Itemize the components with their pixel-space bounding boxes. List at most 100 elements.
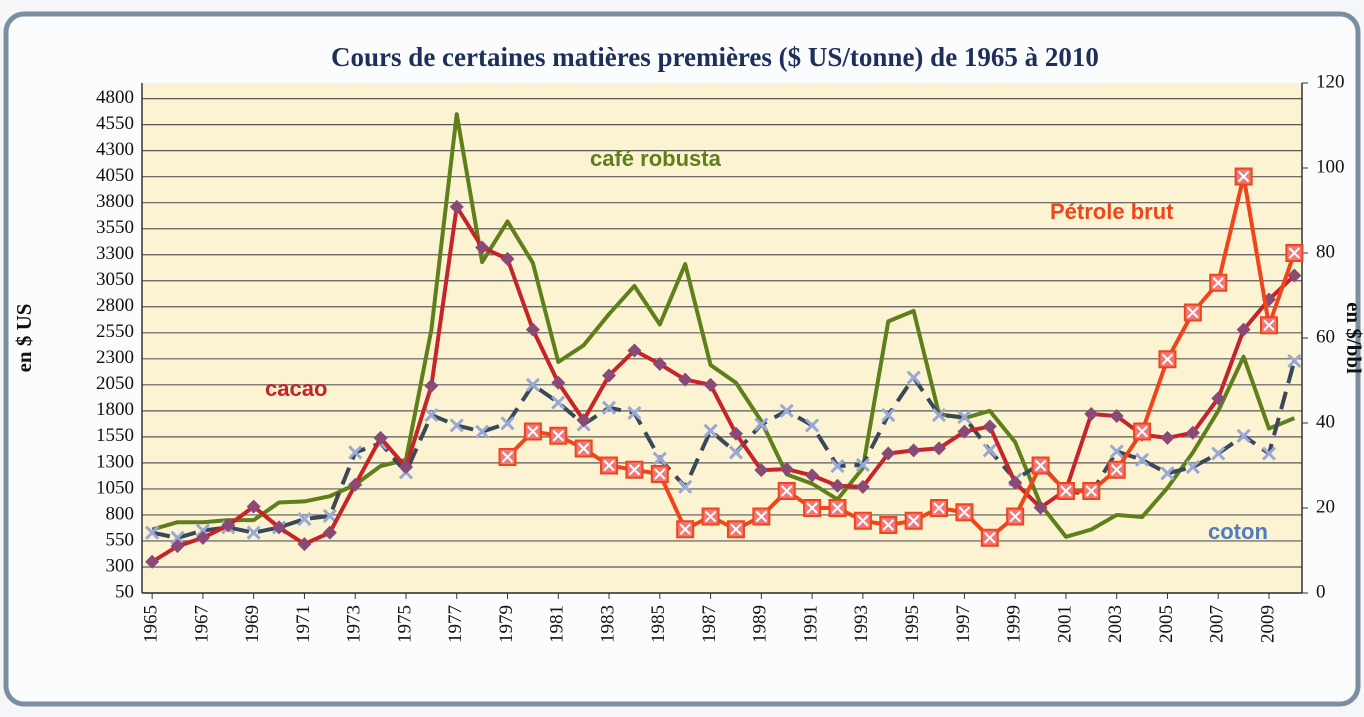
marker-cross <box>806 502 818 514</box>
marker-cross <box>1288 247 1301 259</box>
marker-cross <box>1187 306 1199 319</box>
marker <box>1209 273 1228 292</box>
marker <box>1056 482 1075 500</box>
series-line <box>151 360 1297 540</box>
marker <box>855 479 870 494</box>
marker-cross <box>628 464 641 476</box>
marker <box>703 423 718 438</box>
y-tick-label: 50 <box>115 581 134 602</box>
marker <box>170 539 185 554</box>
marker <box>600 456 619 475</box>
y-tick-label: 3800 <box>96 191 134 212</box>
y2-tick-label: 60 <box>1316 326 1335 347</box>
marker <box>627 405 642 420</box>
y-tick-label: 800 <box>106 503 135 524</box>
marker <box>348 477 363 492</box>
marker-cross <box>1110 464 1123 476</box>
x-tick-label: 1983 <box>597 605 618 643</box>
x-tick-label: 1987 <box>699 605 720 643</box>
marker-cross <box>1034 459 1047 472</box>
y2-tick-label: 80 <box>1316 241 1335 262</box>
marker-cross <box>577 442 590 455</box>
marker <box>906 443 921 458</box>
x-tick-label: 1991 <box>800 605 821 643</box>
marker <box>551 395 566 410</box>
y-tick-label: 2300 <box>96 347 134 368</box>
marker <box>475 424 490 439</box>
x-tick-label: 1975 <box>394 605 415 643</box>
marker-cross <box>882 519 894 531</box>
marker-cross <box>704 510 717 523</box>
y2-tick-label: 120 <box>1316 71 1345 92</box>
marker <box>728 445 744 460</box>
marker <box>246 499 261 514</box>
plot-area <box>142 83 1302 593</box>
marker-cross <box>1136 425 1148 438</box>
marker <box>881 446 896 461</box>
series-label: coton <box>1208 519 1268 544</box>
marker <box>625 460 644 479</box>
marker <box>980 528 999 547</box>
marker-cross <box>730 523 742 535</box>
marker-cross <box>527 425 539 438</box>
marker <box>853 511 872 530</box>
marker-cross <box>1212 277 1224 289</box>
y-tick-label: 3050 <box>96 269 134 290</box>
marker <box>1109 409 1124 424</box>
chart-title: Cours de certaines matières premières ($… <box>331 42 1099 72</box>
y-tick-label: 2550 <box>96 321 134 342</box>
marker <box>272 520 287 535</box>
marker <box>221 518 236 533</box>
marker <box>1211 446 1226 461</box>
y-tick-label: 4300 <box>96 139 134 160</box>
marker <box>930 499 949 517</box>
y-tick-label: 300 <box>106 555 135 576</box>
marker <box>1109 444 1124 459</box>
marker <box>652 357 667 372</box>
marker <box>881 407 896 423</box>
marker <box>373 430 388 445</box>
marker <box>904 511 923 530</box>
x-tick-label: 1981 <box>547 605 568 643</box>
y-tick-label: 550 <box>106 529 135 550</box>
marker <box>1158 350 1177 369</box>
marker <box>678 479 693 494</box>
marker <box>1160 466 1175 481</box>
marker <box>322 508 337 524</box>
x-tick-label: 1965 <box>141 605 162 643</box>
marker-cross <box>603 459 615 472</box>
x-tick-label: 1969 <box>242 605 263 643</box>
y2-tick-label: 100 <box>1316 156 1345 177</box>
marker <box>1261 446 1277 461</box>
marker <box>398 460 413 475</box>
series-label: café robusta <box>590 146 722 171</box>
marker <box>855 457 870 473</box>
marker <box>574 439 593 458</box>
marker <box>1234 167 1253 186</box>
x-tick-label: 1971 <box>293 605 314 643</box>
marker <box>1133 422 1152 441</box>
marker <box>549 426 568 445</box>
y-tick-label: 2800 <box>96 295 134 316</box>
marker <box>830 458 845 474</box>
marker <box>1082 482 1101 500</box>
x-tick-label: 2007 <box>1207 605 1228 643</box>
marker <box>779 462 794 477</box>
marker-cross <box>501 451 514 463</box>
marker <box>932 441 947 456</box>
marker <box>525 322 540 337</box>
marker <box>195 530 210 545</box>
marker <box>500 251 515 266</box>
marker <box>1287 268 1302 283</box>
marker <box>805 418 820 433</box>
marker <box>931 407 947 423</box>
marker <box>145 554 160 569</box>
x-tick-label: 1973 <box>344 605 365 643</box>
y-tick-label: 3300 <box>96 243 134 264</box>
marker <box>322 525 337 540</box>
marker <box>803 499 822 517</box>
marker <box>1260 316 1279 335</box>
y-tick-label: 3550 <box>96 217 134 238</box>
x-tick-label: 1977 <box>445 605 466 643</box>
y-tick-label: 1300 <box>96 451 134 472</box>
